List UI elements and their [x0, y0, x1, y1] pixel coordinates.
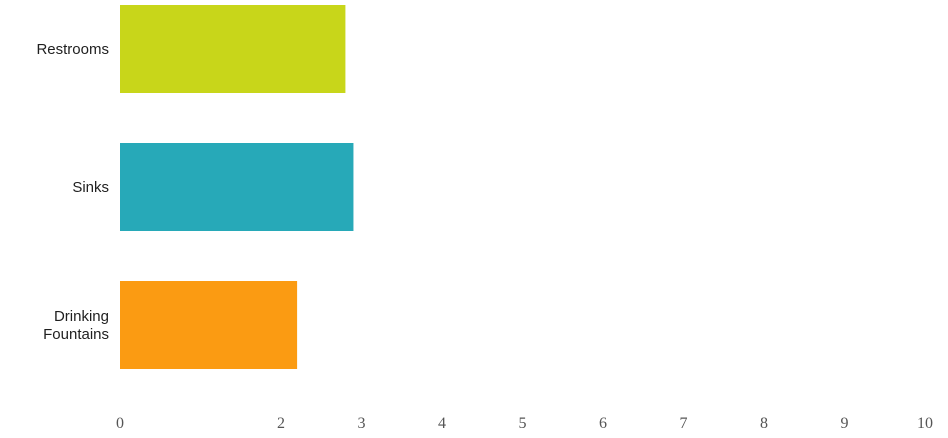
- x-axis-tick-labels: 0 2 3 4 5 6 7 8 9 10: [116, 415, 933, 432]
- x-tick-label: 3: [358, 415, 366, 432]
- x-tick-label: 4: [438, 415, 446, 432]
- bars-group: [120, 5, 354, 369]
- category-label-drinking-fountains: Drinking Fountains: [43, 308, 109, 343]
- bar-sinks: [120, 143, 354, 231]
- x-tick-label: 8: [760, 415, 768, 432]
- category-labels: Restrooms Sinks Drinking Fountains: [36, 41, 109, 343]
- bar-drinking-fountains: [120, 281, 298, 369]
- x-tick-label: 9: [841, 415, 849, 432]
- category-label-restrooms: Restrooms: [36, 41, 109, 58]
- category-label-sinks: Sinks: [72, 179, 109, 196]
- x-tick-label: 2: [277, 415, 285, 432]
- x-tick-label: 10: [917, 415, 933, 432]
- x-tick-label: 0: [116, 415, 124, 432]
- x-tick-label: 6: [599, 415, 607, 432]
- x-tick-label: 5: [519, 415, 527, 432]
- bar-restrooms: [120, 5, 346, 93]
- x-tick-label: 7: [680, 415, 688, 432]
